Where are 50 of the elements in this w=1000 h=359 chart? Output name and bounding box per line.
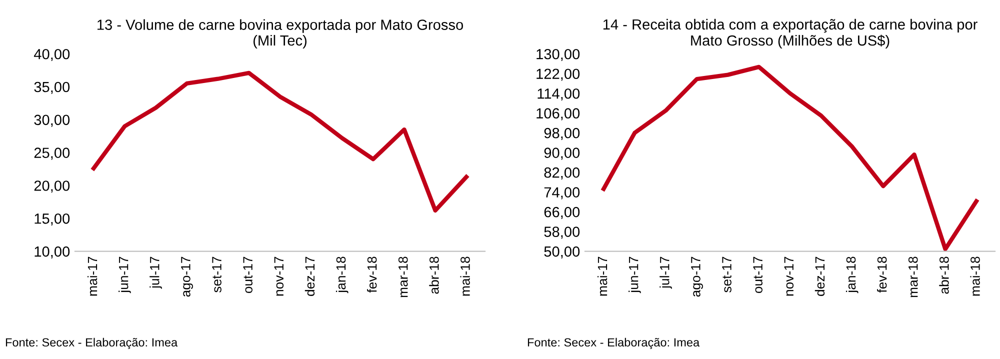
- y-tick-label: 40,00: [34, 48, 70, 61]
- chart-title: 14 - Receita obtida com a exportação de carne bovina por Mato Grosso (Milhões de US$): [603, 18, 978, 49]
- y-tick-label: 25,00: [34, 148, 70, 160]
- x-tick-label: abr-18: [939, 256, 949, 294]
- x-tick-label: jul-17: [660, 256, 672, 289]
- line-series: [92, 70, 468, 213]
- x-tick-label: mar-18: [398, 256, 408, 298]
- y-tick-label: 90,00: [544, 148, 580, 160]
- y-tick-label: 50,00: [544, 246, 580, 258]
- y-tick-label: 106,00: [536, 108, 580, 120]
- x-tick-label: fev-18: [877, 256, 887, 293]
- x-tick-label: nov-17: [784, 256, 794, 296]
- y-tick-label: 15,00: [34, 213, 70, 226]
- x-tick-label: set-17: [722, 256, 732, 292]
- x-tick-label: dez-17: [304, 256, 315, 296]
- x-tick-label: nov-17: [274, 256, 284, 296]
- y-tick-label: 10,00: [34, 246, 70, 258]
- y-tick-label: 82,00: [544, 167, 580, 180]
- x-tick-label: dez-17: [814, 256, 825, 296]
- y-tick-label: 66,00: [544, 206, 580, 219]
- y-tick-label: 122,00: [536, 68, 580, 81]
- x-tick-label: abr-18: [429, 256, 439, 294]
- y-tick-label: 35,00: [34, 82, 70, 94]
- y-tick-label: 30,00: [34, 114, 70, 127]
- y-tick-label: 74,00: [544, 187, 580, 200]
- y-tick-label: 114,00: [538, 88, 580, 100]
- x-tick-label: jul-17: [150, 256, 162, 289]
- x-tick-label: jan-18: [336, 256, 348, 294]
- x-tick-label: jun-17: [628, 256, 641, 294]
- x-tick-label: mai-18: [970, 256, 980, 296]
- x-tick-label: jun-17: [118, 256, 131, 294]
- x-tick-label: mai-17: [87, 256, 98, 296]
- y-tick-label: 20,00: [34, 180, 70, 193]
- x-tick-label: mar-18: [908, 256, 918, 298]
- y-tick-label: 98,00: [544, 128, 580, 140]
- source-note: Fonte: Secex - Elaboração: Imea: [6, 338, 178, 349]
- x-tick-label: mai-18: [460, 256, 470, 296]
- x-tick-label: fev-18: [367, 256, 377, 293]
- x-tick-label: jan-18: [846, 256, 858, 294]
- x-tick-label: ago-17: [181, 256, 193, 297]
- y-tick-label: 58,00: [544, 226, 580, 239]
- x-tick-label: mai-17: [597, 256, 608, 296]
- x-tick-label: set-17: [212, 256, 222, 292]
- line-series: [602, 64, 978, 252]
- x-tick-label: ago-17: [691, 256, 703, 297]
- x-tick-label: out-17: [243, 256, 252, 294]
- source-note: Fonte: Secex - Elaboração: Imea: [528, 338, 700, 349]
- y-tick-label: 130,00: [536, 48, 580, 61]
- chart-title: 13 - Volume de carne bovina exportada por Mato Grosso (Mil Tec): [98, 19, 464, 49]
- x-tick-label: out-17: [753, 256, 762, 294]
